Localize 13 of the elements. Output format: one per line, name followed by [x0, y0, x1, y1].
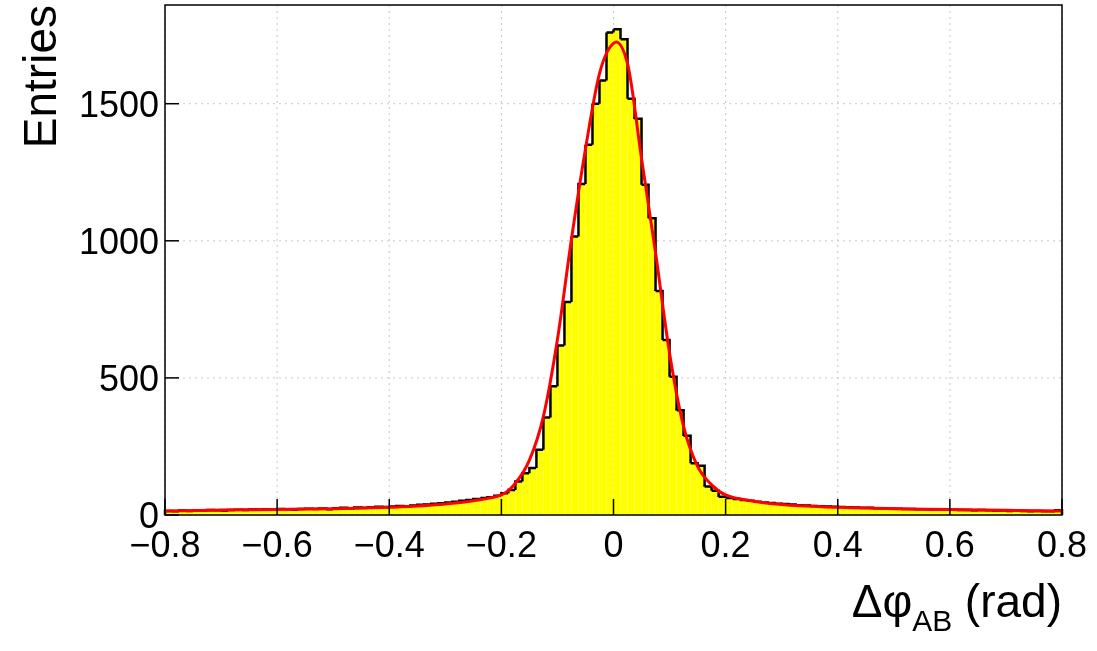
x-axis-title: Δφ$_{AB}$ (rad) [851, 575, 1062, 637]
x-tick-label: 0.4 [812, 524, 863, 565]
x-tick-label: −0.6 [241, 524, 313, 565]
y-tick-label: 500 [98, 357, 159, 399]
x-tick-label: 0.6 [924, 524, 975, 565]
x-tick-label: −0.2 [465, 524, 537, 565]
x-tick-label: 0.2 [700, 524, 751, 565]
y-tick-label: 1000 [78, 220, 159, 262]
y-axis-title: Entries [14, 5, 66, 149]
x-tick-label: 0 [603, 524, 624, 565]
y-tick-label: 1500 [78, 83, 159, 125]
x-tick-label: −0.4 [353, 524, 425, 565]
x-tick-label: 0.8 [1036, 524, 1088, 565]
